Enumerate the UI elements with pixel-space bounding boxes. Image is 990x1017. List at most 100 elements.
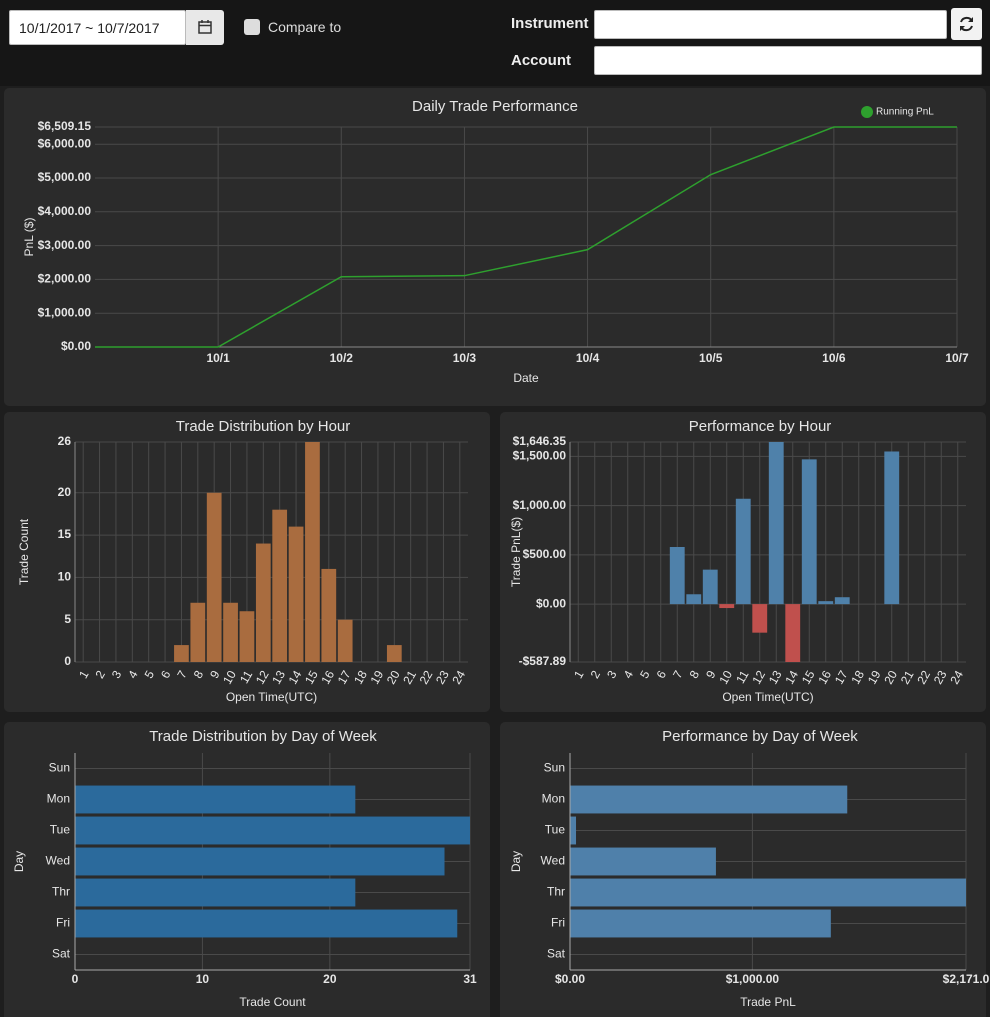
x-tick-label: 15 [799, 668, 818, 687]
chart-title: Trade Distribution by Hour [176, 418, 351, 435]
bar [570, 816, 577, 845]
bar [570, 909, 831, 938]
x-tick-label: 31 [463, 972, 477, 986]
y-tick-label: $3,000.00 [38, 238, 92, 252]
y-tick-label: $1,000.00 [38, 305, 92, 319]
x-axis-label: Open Time(UTC) [722, 690, 813, 704]
x-tick-label: 20 [323, 972, 337, 986]
y-axis-label: Trade Count [17, 518, 31, 585]
bar [288, 526, 304, 662]
x-tick-label: $1,000.00 [726, 972, 780, 986]
legend-swatch [861, 106, 873, 118]
bar [719, 604, 735, 609]
y-tick-label: $1,500.00 [513, 449, 567, 463]
y-tick-label: 20 [58, 485, 72, 499]
x-tick-label: 20 [881, 668, 900, 687]
x-tick-label: 10/2 [330, 351, 354, 365]
y-tick-label: Fri [551, 916, 565, 930]
x-tick-label: 10 [220, 668, 239, 687]
x-axis-label: Trade PnL [740, 995, 796, 1009]
x-tick-label: 10/7 [945, 351, 969, 365]
x-tick-label: 17 [832, 668, 851, 687]
bar [75, 878, 356, 907]
calendar-button[interactable] [186, 10, 224, 45]
y-tick-label: 10 [58, 570, 72, 584]
bar [75, 816, 470, 845]
legend-label: Running PnL [876, 107, 934, 118]
x-tick-label: 22 [417, 668, 436, 687]
y-tick-label: $1,646.35 [513, 434, 567, 448]
y-tick-label: $2,000.00 [38, 272, 92, 286]
date-range[interactable]: 10/1/2017 ~ 10/7/2017 [9, 10, 186, 45]
x-tick-label: 24 [449, 668, 468, 687]
x-tick-label: 16 [318, 668, 337, 687]
bar [785, 604, 801, 662]
y-tick-label: $6,000.00 [38, 136, 92, 150]
y-tick-label: Thr [547, 885, 565, 899]
y-tick-label: Sat [547, 947, 566, 961]
x-tick-label: 13 [766, 668, 785, 687]
chart-title: Performance by Day of Week [662, 728, 858, 745]
x-tick-label: 19 [865, 668, 884, 687]
bar [570, 878, 966, 907]
x-tick-label: $0.00 [555, 972, 585, 986]
bar [735, 498, 751, 605]
x-tick-label: 0 [72, 972, 79, 986]
y-tick-label: Mon [542, 792, 565, 806]
y-tick-label: 5 [64, 612, 71, 626]
bar [386, 645, 402, 662]
y-tick-label: 15 [58, 527, 72, 541]
y-tick-label: $1,000.00 [513, 498, 567, 512]
account-input[interactable] [594, 46, 982, 75]
compare-checkbox[interactable] [244, 19, 260, 35]
y-tick-label: Sat [52, 947, 71, 961]
x-tick-label: 19 [367, 668, 386, 687]
x-tick-label: 10/4 [576, 351, 600, 365]
y-tick-label: Sun [49, 761, 70, 775]
y-tick-label: 0 [64, 654, 71, 668]
x-tick-label: 13 [269, 668, 288, 687]
instrument-label: Instrument [511, 15, 589, 32]
x-tick-label: 18 [351, 668, 370, 687]
bar [669, 547, 685, 605]
y-tick-label: Thr [52, 885, 70, 899]
x-tick-label: 18 [848, 668, 867, 687]
x-tick-label: 14 [286, 668, 305, 687]
calendar-icon [198, 20, 212, 34]
line [95, 126, 957, 348]
y-axis-label: Day [12, 851, 26, 872]
refresh-button[interactable] [951, 8, 982, 40]
x-tick-label: $2,171.0 [943, 972, 990, 986]
x-tick-label: 10/3 [453, 351, 477, 365]
compare-label: Compare to [268, 19, 342, 35]
y-axis-label: PnL ($) [22, 218, 36, 257]
x-axis-label: Date [513, 371, 539, 385]
x-tick-label: 22 [914, 668, 933, 687]
panel [4, 88, 986, 406]
y-tick-label: Sun [544, 761, 565, 775]
chart-title: Trade Distribution by Day of Week [149, 728, 377, 745]
bar [305, 442, 320, 662]
bar [190, 602, 206, 662]
y-tick-label: Wed [46, 854, 70, 868]
x-tick-label: 14 [782, 668, 801, 687]
bar [239, 611, 255, 662]
y-tick-label: $500.00 [523, 547, 567, 561]
bar [321, 568, 337, 662]
y-tick-label: $0.00 [536, 596, 566, 610]
x-tick-label: 10/5 [699, 351, 723, 365]
y-tick-label: Tue [545, 823, 566, 837]
x-tick-label: 21 [898, 668, 917, 687]
x-tick-label: 24 [947, 668, 966, 687]
bar [818, 601, 834, 605]
bar [337, 619, 353, 662]
y-tick-label: -$587.89 [519, 654, 567, 668]
y-tick-label: Wed [541, 854, 565, 868]
bar [223, 602, 238, 662]
bar [206, 492, 222, 662]
y-tick-label: 26 [58, 434, 72, 448]
bar [884, 451, 900, 605]
x-tick-label: 12 [253, 668, 272, 687]
bar [174, 645, 189, 662]
instrument-input[interactable] [594, 10, 947, 39]
